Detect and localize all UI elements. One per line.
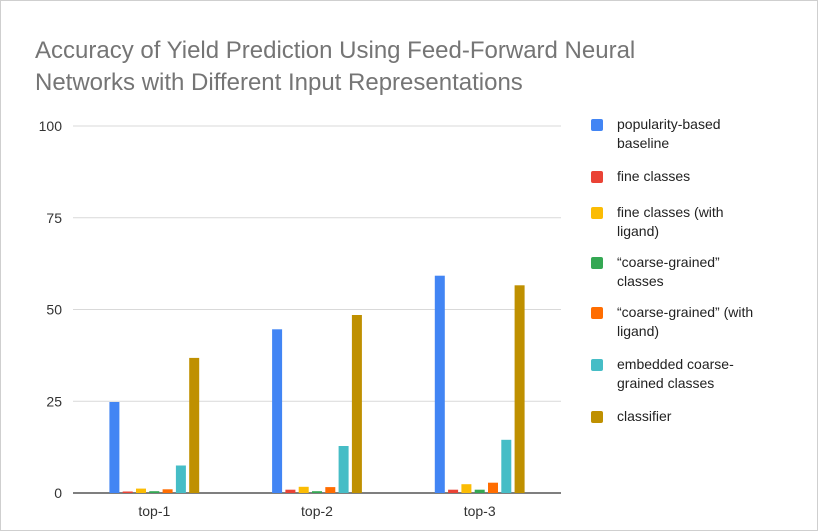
legend-label-line: fine classes (with bbox=[617, 204, 724, 220]
legend-label-line: ligand) bbox=[617, 223, 660, 239]
legend-swatch bbox=[591, 359, 603, 371]
legend-label-line: grained classes bbox=[617, 375, 715, 391]
legend-swatch bbox=[591, 207, 603, 219]
chart-title-line-1: Accuracy of Yield Prediction Using Feed-… bbox=[35, 37, 636, 64]
y-tick-label: 100 bbox=[39, 118, 63, 134]
legend-item: “coarse-grained” (with ligand) bbox=[591, 303, 753, 341]
legend-item: fine classes (with ligand) bbox=[591, 203, 724, 241]
legend-label-line: classifier bbox=[617, 408, 672, 424]
legend-item: popularity-based baseline bbox=[591, 115, 721, 153]
legend-label-line: “coarse-grained” (with bbox=[617, 304, 754, 320]
x-axis-ticks: top-1 top-2 top-3 bbox=[138, 503, 495, 519]
bar-top-1-series-1 bbox=[122, 491, 133, 493]
legend-swatch bbox=[591, 411, 603, 423]
legend-label-line: embedded coarse- bbox=[617, 356, 734, 372]
legend-swatch bbox=[591, 119, 603, 131]
x-tick-label: top-1 bbox=[138, 503, 170, 519]
bar-top-3-series-2 bbox=[461, 484, 472, 493]
chart-title: Accuracy of Yield Prediction Using Feed-… bbox=[35, 35, 735, 99]
legend-item: “coarse-grained” classes bbox=[591, 253, 720, 291]
legend-swatch bbox=[591, 171, 603, 183]
bar-top-2-series-1 bbox=[285, 489, 296, 493]
legend-item: fine classes bbox=[591, 167, 690, 186]
y-tick-label: 0 bbox=[54, 485, 62, 501]
y-tick-label: 25 bbox=[46, 393, 62, 409]
bar-top-3-series-1 bbox=[448, 489, 459, 493]
bar-top-1-series-2 bbox=[136, 488, 146, 493]
bar-top-3-series-4 bbox=[488, 482, 498, 493]
bar-top-1-series-5 bbox=[175, 465, 186, 493]
legend-label-line: classes bbox=[617, 273, 664, 289]
bar-top-2-series-3 bbox=[312, 491, 322, 493]
legend-item: classifier bbox=[591, 407, 671, 426]
bar-top-3-series-6 bbox=[514, 285, 525, 493]
legend-swatch bbox=[591, 307, 603, 319]
y-axis-ticks: 0 25 50 75 100 bbox=[39, 118, 63, 501]
bar-top-1-series-3 bbox=[149, 491, 160, 493]
bar-top-2-series-2 bbox=[298, 486, 309, 493]
bars bbox=[109, 275, 525, 493]
bar-top-1-series-6 bbox=[189, 357, 200, 493]
bar-top-3-series-3 bbox=[474, 489, 485, 493]
legend-label-line: baseline bbox=[617, 135, 670, 151]
legend-swatch bbox=[591, 257, 603, 269]
bar-top-2-series-6 bbox=[351, 315, 362, 493]
legend-item: embedded coarse-grained classes bbox=[591, 355, 734, 393]
bar-top-3-series-0 bbox=[434, 275, 445, 493]
bar-top-1-series-0 bbox=[109, 402, 120, 493]
y-tick-label: 50 bbox=[46, 302, 62, 318]
bar-top-2-series-5 bbox=[338, 446, 349, 493]
x-tick-label: top-3 bbox=[464, 503, 496, 519]
gridlines bbox=[73, 125, 561, 494]
legend-label-line: ligand) bbox=[617, 323, 660, 339]
chart-title-line-2: Networks with Different Input Representa… bbox=[35, 69, 523, 96]
bar-top-3-series-5 bbox=[501, 439, 512, 493]
legend-label-line: popularity-based bbox=[617, 116, 721, 132]
y-tick-label: 75 bbox=[46, 210, 62, 226]
legend-label-line: “coarse-grained” bbox=[617, 254, 720, 270]
bar-top-2-series-0 bbox=[272, 329, 283, 493]
legend-label-line: fine classes bbox=[617, 168, 691, 184]
bar-top-1-series-4 bbox=[162, 489, 173, 493]
x-tick-label: top-2 bbox=[301, 503, 333, 519]
bar-top-2-series-4 bbox=[325, 487, 336, 493]
